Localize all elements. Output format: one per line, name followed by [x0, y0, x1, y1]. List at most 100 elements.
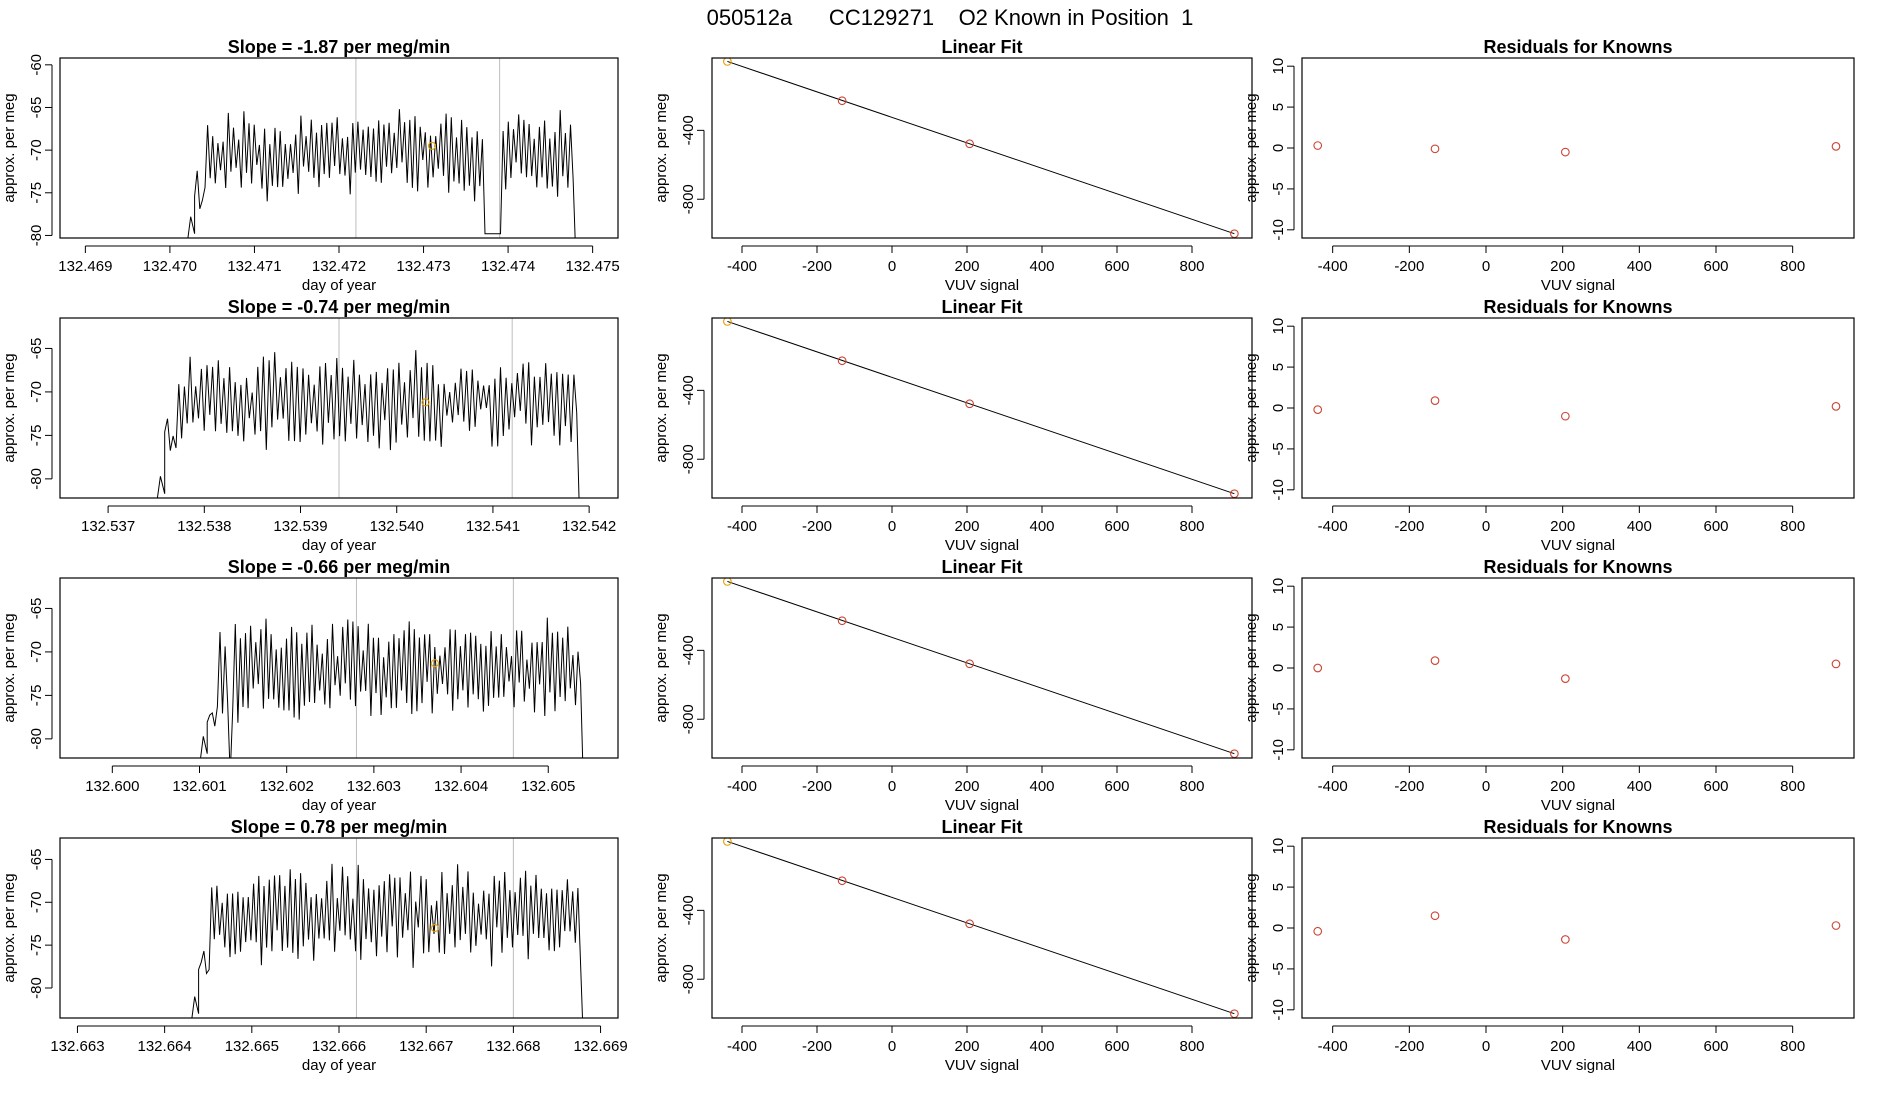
y-axis-label: approx. per meg — [1, 93, 18, 202]
x-tick-label: 400 — [1627, 778, 1652, 795]
plot-frame — [1301, 57, 1855, 239]
data-point — [1831, 142, 1841, 151]
x-tick-label: -400 — [1318, 778, 1348, 795]
y-tick-label: -5 — [1270, 182, 1287, 195]
panel-title: Linear Fit — [941, 37, 1022, 57]
x-tick-label: 200 — [1550, 1038, 1575, 1055]
x-axis-label: day of year — [302, 1057, 376, 1074]
x-axis-label: VUV signal — [1541, 537, 1615, 554]
x-axis-label: day of year — [302, 797, 376, 814]
x-tick-label: 0 — [888, 1038, 896, 1055]
x-tick-label: 200 — [1550, 778, 1575, 795]
data-point — [965, 659, 974, 669]
fit-line — [727, 320, 1235, 495]
panel-fit-row3: Linear Fit -400 -200 0 200 400 600 800 VUV signa… — [653, 557, 1253, 814]
x-tick-label: 600 — [1104, 1038, 1129, 1055]
x-tick-label: 800 — [1179, 258, 1204, 275]
y-tick-label: -80 — [28, 225, 45, 247]
panel-res-row1: Residuals for Knowns -400 -200 0 200 400 600 80… — [1243, 37, 1855, 294]
x-tick-label: 132.668 — [486, 1038, 540, 1055]
y-tick-label: -10 — [1270, 219, 1287, 241]
y-tick-label: 5 — [1270, 363, 1287, 371]
y-tick-label: -75 — [28, 685, 45, 707]
y-axis-label: approx. per meg — [1243, 873, 1260, 982]
x-tick-label: -200 — [1394, 778, 1424, 795]
y-tick-label: -80 — [28, 468, 45, 490]
x-tick-label: 132.665 — [225, 1038, 279, 1055]
data-point — [1430, 144, 1440, 154]
x-tick-label: 800 — [1780, 258, 1805, 275]
plot-frame — [711, 837, 1253, 1019]
x-tick-label: 600 — [1703, 778, 1728, 795]
data-point — [723, 318, 732, 326]
panel-fit-row1: Linear Fit -400 -200 0 200 400 600 800 VUV signa… — [653, 37, 1253, 294]
plot-frame — [711, 317, 1253, 499]
data-point — [965, 139, 974, 149]
x-tick-label: 132.541 — [466, 518, 520, 535]
x-tick-label: 132.663 — [50, 1038, 104, 1055]
data-point — [723, 58, 732, 66]
data-layer — [1313, 141, 1841, 157]
plot-frame — [1301, 577, 1855, 759]
data-point — [1313, 663, 1323, 673]
y-tick-label: -800 — [680, 964, 697, 994]
data-point — [1560, 674, 1570, 683]
data-point — [837, 356, 847, 366]
x-tick-label: 0 — [1482, 778, 1490, 795]
data-point — [1430, 656, 1440, 665]
data-layer — [1313, 911, 1841, 944]
signal-trace — [187, 109, 576, 238]
x-axis-label: VUV signal — [945, 1057, 1019, 1074]
x-tick-label: 400 — [1029, 258, 1054, 275]
x-tick-label: -200 — [802, 518, 832, 535]
x-tick-label: 132.473 — [396, 258, 450, 275]
x-tick-label: -200 — [1394, 1038, 1424, 1055]
data-point — [837, 876, 847, 886]
y-tick-label: -800 — [680, 184, 697, 214]
x-tick-label: -200 — [802, 1038, 832, 1055]
panel-res-row2: Residuals for Knowns -400 -200 0 200 400 600 80… — [1243, 297, 1855, 554]
signal-trace — [191, 863, 583, 1018]
x-axis-label: VUV signal — [1541, 797, 1615, 814]
x-axis-label: VUV signal — [945, 277, 1019, 294]
x-tick-label: -200 — [802, 258, 832, 275]
y-tick-label: -65 — [28, 849, 45, 871]
fit-line — [727, 580, 1235, 755]
x-tick-label: 600 — [1104, 258, 1129, 275]
x-tick-label: 400 — [1029, 1038, 1054, 1055]
y-tick-label: -75 — [28, 182, 45, 204]
y-axis-label: approx. per meg — [1243, 93, 1260, 202]
data-point — [1560, 935, 1570, 944]
y-tick-label: -80 — [28, 728, 45, 750]
y-tick-label: -400 — [680, 895, 697, 925]
fit-line — [727, 60, 1235, 235]
data-layer — [723, 318, 1239, 498]
panel-title: Residuals for Knowns — [1483, 297, 1672, 317]
panel-line-row3: Slope = -0.66 per meg/min 132.600 132.601 1… — [1, 557, 619, 814]
y-axis-label: approx. per meg — [1243, 613, 1260, 722]
x-tick-label: 600 — [1104, 778, 1129, 795]
x-tick-label: 200 — [954, 1038, 979, 1055]
y-tick-label: -60 — [28, 54, 45, 76]
panel-res-row3: Residuals for Knowns -400 -200 0 200 400 600 80… — [1243, 557, 1855, 814]
x-tick-label: -400 — [727, 258, 757, 275]
data-point — [965, 399, 974, 409]
plot-frame — [1301, 317, 1855, 499]
main-title: 050512a CC129271 O2 Known in Position 1 — [707, 5, 1194, 30]
x-tick-label: 132.538 — [177, 518, 231, 535]
x-tick-label: -400 — [727, 518, 757, 535]
panel-title: Residuals for Knowns — [1483, 37, 1672, 57]
x-tick-label: 132.602 — [260, 778, 314, 795]
x-tick-label: 800 — [1179, 1038, 1204, 1055]
data-layer — [191, 863, 583, 1018]
y-tick-label: 0 — [1270, 404, 1287, 412]
y-axis-label: approx. per meg — [653, 873, 670, 982]
plot-frame — [59, 837, 619, 1019]
plot-frame — [59, 57, 619, 239]
data-point — [1831, 921, 1841, 930]
x-tick-label: 132.537 — [81, 518, 135, 535]
data-point — [1560, 411, 1570, 421]
y-tick-label: -800 — [680, 444, 697, 474]
data-point — [837, 96, 847, 106]
x-tick-label: -200 — [1394, 258, 1424, 275]
